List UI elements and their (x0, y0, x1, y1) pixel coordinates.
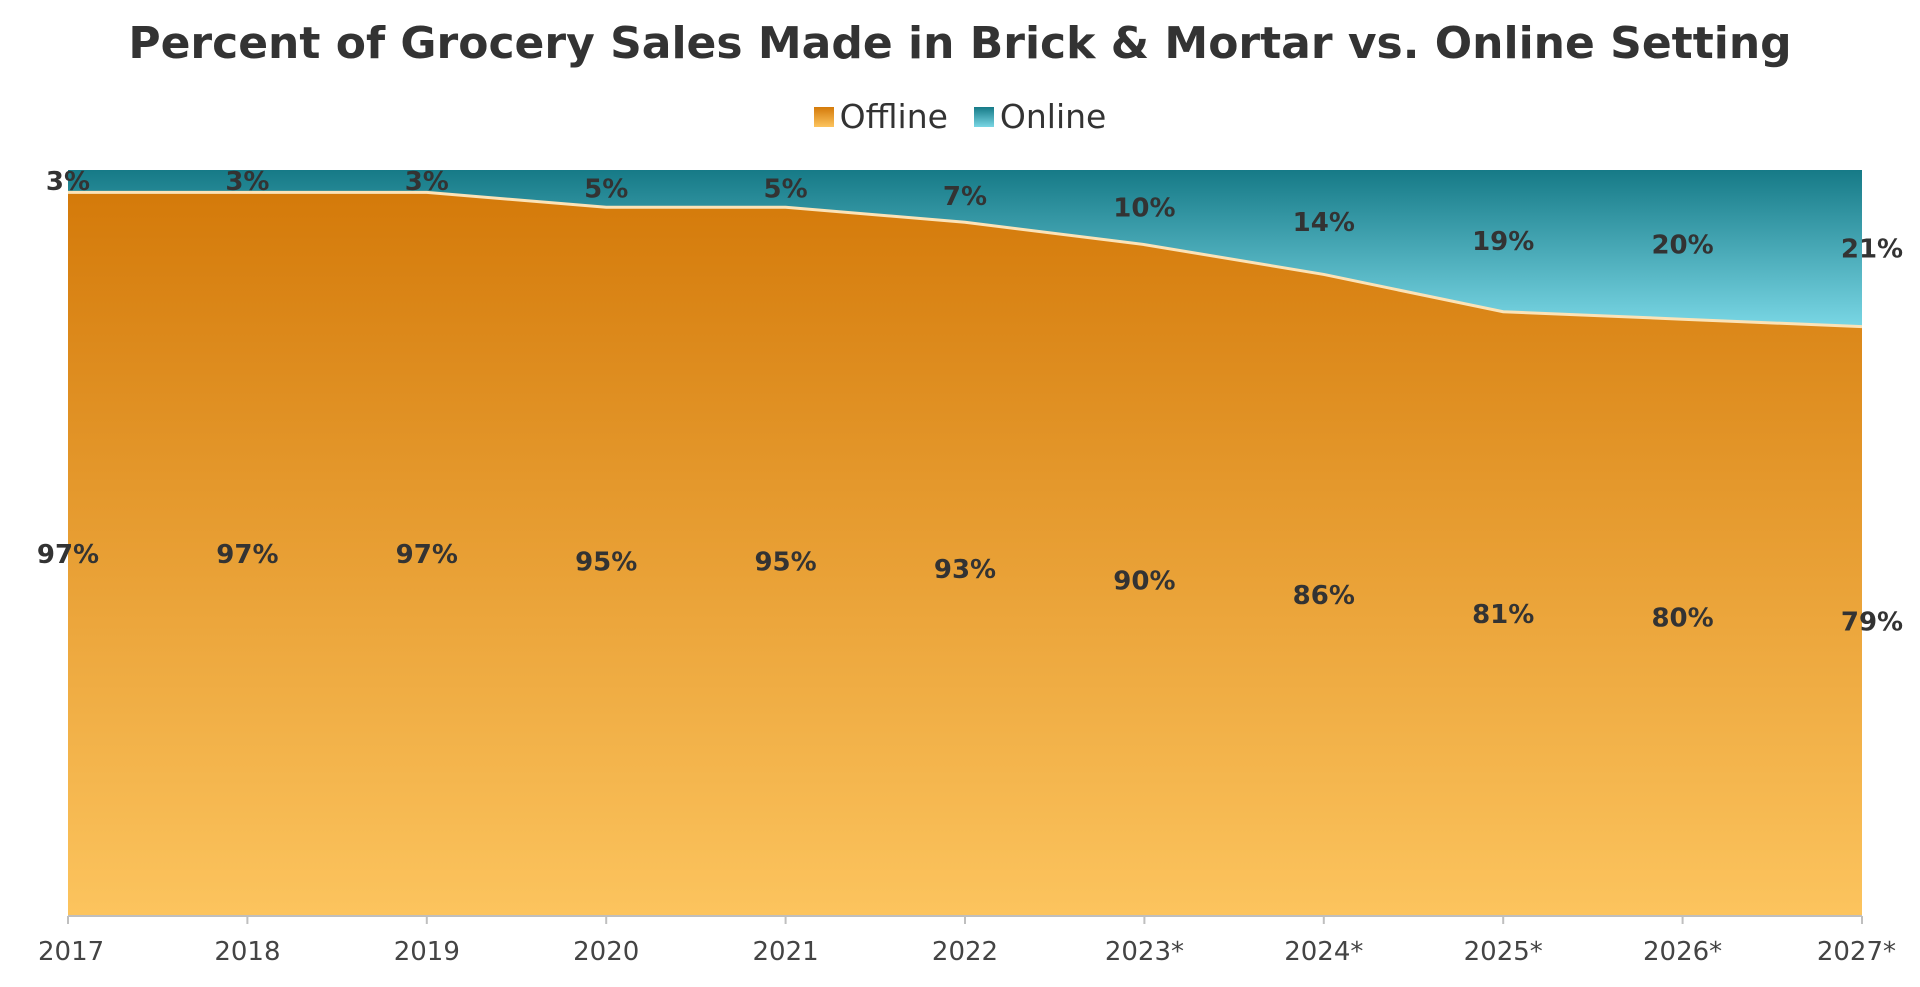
data-label-online: 3% (225, 167, 269, 197)
data-label-offline: 97% (396, 540, 458, 570)
x-tick-label: 2026* (1643, 937, 1722, 967)
series-boundary-line (68, 190, 1863, 329)
data-label-offline: 90% (1113, 566, 1175, 596)
data-label-offline: 97% (216, 540, 278, 570)
legend-item-online: Online (973, 97, 1107, 136)
data-label-offline: 95% (754, 548, 816, 578)
data-label-online: 3% (405, 167, 449, 197)
x-tick-label: 2022 (932, 937, 998, 967)
area-online (68, 170, 1862, 327)
data-label-online: 19% (1472, 227, 1534, 257)
data-label-online: 5% (764, 175, 808, 205)
data-label-online: 21% (1841, 234, 1903, 264)
legend-swatch-online (973, 106, 994, 127)
chart-legend: Offline Online (0, 97, 1920, 136)
x-tick-label: 2021 (753, 937, 819, 967)
data-label-offline: 81% (1472, 600, 1534, 630)
area-offline (68, 192, 1862, 916)
x-tick-label: 2024* (1284, 937, 1363, 967)
data-label-offline: 93% (934, 555, 996, 585)
data-label-online: 5% (584, 175, 628, 205)
x-tick-label: 2025* (1464, 937, 1543, 967)
data-label-offline: 95% (575, 548, 637, 578)
legend-swatch-offline (813, 106, 834, 127)
data-label-online: 14% (1293, 208, 1355, 238)
data-label-online: 10% (1113, 193, 1175, 223)
data-label-offline: 79% (1841, 607, 1903, 637)
x-tick-label: 2018 (214, 937, 280, 967)
x-tick-label: 2017 (38, 937, 104, 967)
x-tick-label: 2019 (394, 937, 460, 967)
data-label-offline: 80% (1651, 604, 1713, 634)
data-label-online: 3% (46, 167, 90, 197)
legend-label-online: Online (999, 97, 1107, 136)
data-label-online: 7% (943, 182, 987, 212)
data-label-offline: 97% (37, 540, 99, 570)
data-label-offline: 86% (1293, 581, 1355, 611)
x-tick-label: 2023* (1105, 937, 1184, 967)
x-tick-label: 2020 (573, 937, 639, 967)
legend-item-offline: Offline (813, 97, 948, 136)
data-label-online: 20% (1651, 231, 1713, 261)
x-tick-label: 2027* (1817, 937, 1896, 967)
chart-title: Percent of Grocery Sales Made in Brick &… (128, 18, 1792, 69)
legend-label-offline: Offline (839, 97, 948, 136)
